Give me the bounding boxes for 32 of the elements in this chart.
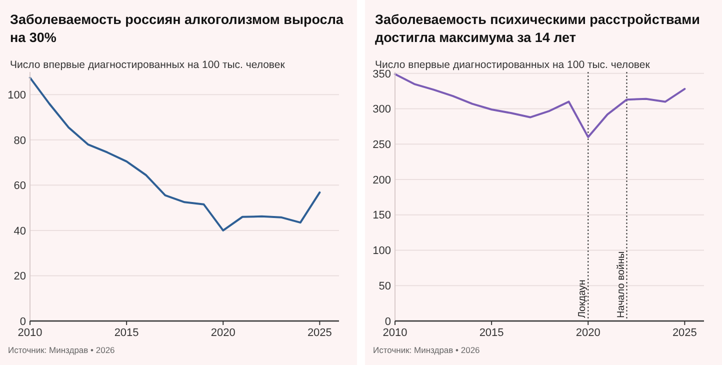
y-tick-label: 150 bbox=[372, 210, 391, 222]
text: Источник: Минздрав • 2026 bbox=[373, 345, 480, 355]
y-tick-label: 60 bbox=[14, 180, 26, 192]
y-tick-label: 50 bbox=[378, 280, 391, 292]
y-tick-label: 20 bbox=[14, 270, 26, 283]
y-tick-label: 80 bbox=[14, 134, 26, 147]
x-tick-label: 2020 bbox=[576, 327, 600, 339]
chart-subtitle: Число впервые диагностированных на 100 тыс. человек bbox=[375, 59, 650, 71]
y-tick-label: 40 bbox=[14, 225, 26, 238]
line-series bbox=[29, 76, 321, 232]
ref-line-label: Локдаун bbox=[577, 280, 588, 318]
y-tick-label: 100 bbox=[372, 245, 391, 258]
text: Источник: Минздрав • 2026 bbox=[8, 345, 116, 355]
y-tick-label: 0 bbox=[20, 316, 26, 328]
x-tick-label: 2015 bbox=[114, 327, 139, 339]
y-tick-label: 300 bbox=[372, 104, 391, 116]
line-series bbox=[394, 73, 686, 138]
x-tick-label: 2025 bbox=[672, 327, 697, 339]
y-tick-label: 200 bbox=[372, 174, 391, 186]
x-tick-label: 2020 bbox=[210, 327, 236, 339]
y-tick-label: 0 bbox=[384, 316, 391, 328]
chart-subtitle: Число впервые диагностированных на 100 тыс. человек bbox=[10, 59, 286, 71]
x-tick-label: 2025 bbox=[307, 327, 332, 339]
ref-line-label: Начало войны bbox=[616, 251, 627, 318]
chart-title: Заболеваемость психическими расстройствами достигла максимума за 14 лет bbox=[375, 12, 700, 45]
x-tick-label: 2010 bbox=[18, 327, 42, 339]
x-tick-label: 2010 bbox=[382, 327, 408, 339]
x-tick-label: 2015 bbox=[479, 327, 504, 339]
y-tick-label: 100 bbox=[8, 89, 26, 102]
y-tick-label: 250 bbox=[372, 139, 391, 152]
chart-title: Заболеваемость россиян алкоголизмом выросла на 30% bbox=[10, 12, 344, 45]
y-tick-label: 350 bbox=[372, 68, 391, 80]
